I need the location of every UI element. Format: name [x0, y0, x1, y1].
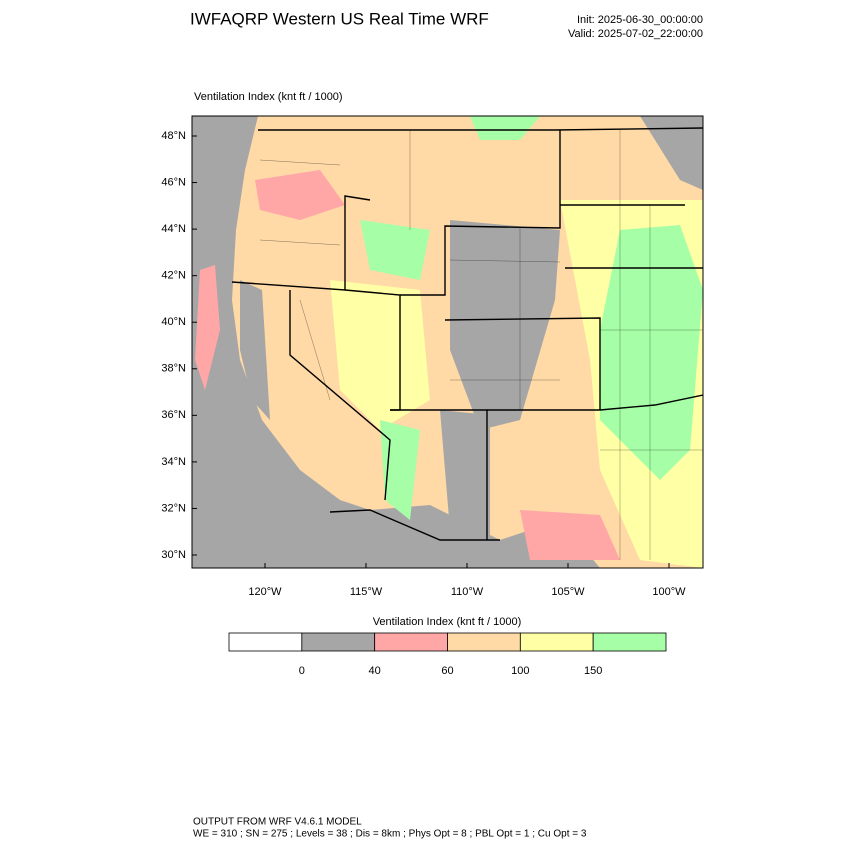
lat-tick-label: 38°N: [161, 363, 186, 375]
field-yellow: [330, 280, 430, 430]
map-label: Ventilation Index (knt ft / 1000): [194, 91, 343, 103]
field-pink: [195, 265, 220, 390]
lon-tick-label: 100°W: [652, 586, 686, 598]
colorbar-box: [519, 632, 594, 652]
lat-tick-label: 36°N: [161, 409, 186, 421]
colorbar-title: Ventilation Index (knt ft / 1000): [373, 616, 522, 628]
field-green: [600, 225, 703, 480]
footer-line: OUTPUT FROM WRF V4.6.1 MODEL: [193, 817, 362, 828]
title: IWFAQRP Western US Real Time WRF: [190, 9, 489, 28]
colorbar-box: [592, 632, 667, 652]
lon-tick-label: 105°W: [551, 586, 585, 598]
lat-tick-label: 34°N: [161, 456, 186, 468]
lon-tick-label: 120°W: [248, 586, 282, 598]
field-gray: [440, 410, 490, 540]
map: [191, 115, 704, 569]
field-green: [360, 220, 430, 280]
colorbar: 0 40 60 100 150: [228, 632, 667, 677]
colorbar-label: 40: [369, 665, 381, 677]
field-gray: [240, 280, 270, 420]
colorbar-label: 100: [511, 665, 529, 677]
state-borders: [231, 127, 703, 541]
colorbar-label: 0: [299, 665, 305, 677]
lat-tick-label: 42°N: [161, 270, 186, 282]
valid-time: Valid: 2025-07-02_22:00:00: [568, 28, 703, 40]
lon-tick-label: 115°W: [350, 586, 383, 598]
colorbar-label: 150: [584, 665, 602, 677]
lon-tick-label: 110°W: [451, 586, 484, 598]
init-time: Init: 2025-06-30_00:00:00: [577, 14, 703, 26]
map-frame: [191, 115, 704, 569]
lat-tick-label: 30°N: [161, 549, 186, 561]
colorbar-label: 60: [441, 665, 453, 677]
lat-tick-label: 46°N: [161, 176, 186, 188]
footer-line: WE = 310 ; SN = 275 ; Levels = 38 ; Dis …: [193, 829, 587, 840]
colorbar-box: [374, 632, 448, 652]
lat-tick-label: 40°N: [161, 316, 186, 328]
lat-tick-label: 44°N: [161, 223, 186, 235]
colorbar-box: [301, 632, 376, 652]
lat-tick-label: 48°N: [161, 130, 186, 142]
field-gray: [640, 116, 703, 190]
colorbar-box: [228, 632, 303, 652]
field-pink: [520, 510, 620, 560]
colorbar-box: [447, 632, 521, 652]
field-green: [470, 116, 540, 140]
lat-tick-label: 32°N: [161, 502, 186, 514]
field-gray: [450, 220, 560, 430]
field-pink: [255, 170, 345, 220]
